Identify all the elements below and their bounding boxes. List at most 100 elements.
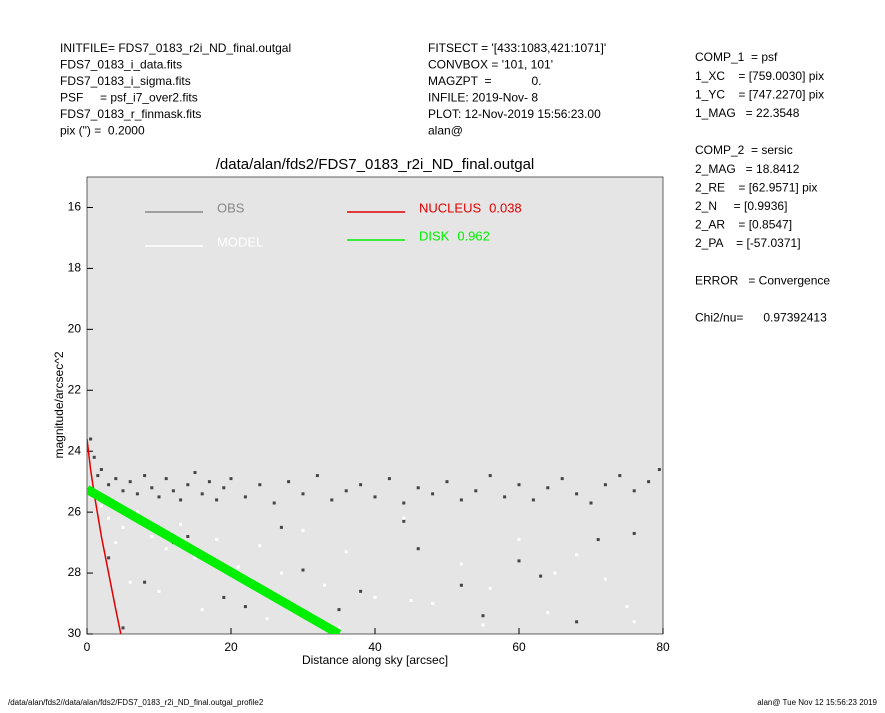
info-right-line: Chi2/nu= 0.97392413 [695, 311, 827, 325]
info-right-line: 2_RE = [62.9571] pix [695, 180, 817, 194]
plot-area [87, 437, 661, 634]
data-point [272, 501, 276, 505]
data-point [301, 568, 305, 572]
data-point [128, 580, 132, 584]
data-point [603, 483, 607, 487]
data-point [459, 583, 463, 587]
data-point [92, 455, 96, 459]
data-point [207, 480, 211, 484]
data-point [171, 489, 175, 493]
data-point [344, 550, 348, 554]
legend-fraction: 0.962 [457, 228, 490, 243]
info-right-line: 1_YC = [747.2270] pix [695, 87, 824, 101]
data-point [121, 626, 125, 630]
footer-right: alan@ Tue Nov 12 15:56:23 2019 [757, 698, 877, 707]
data-point [416, 486, 420, 490]
data-point [222, 595, 226, 599]
legend-label: NUCLEUS [419, 200, 481, 215]
data-point [107, 516, 111, 520]
x-axis-label: Distance along sky [arcsec] [302, 653, 448, 667]
data-point [193, 471, 197, 475]
data-point [99, 467, 103, 471]
y-tick-label: 16 [68, 200, 82, 214]
legend-fraction: 0.038 [489, 200, 522, 215]
y-tick-label: 24 [68, 443, 82, 457]
data-point [560, 477, 564, 481]
x-tick-label: 60 [512, 640, 526, 654]
info-mid-line: alan@ [428, 124, 463, 138]
data-point [215, 538, 219, 542]
y-tick-label: 30 [68, 626, 82, 640]
data-point [539, 574, 543, 578]
data-point [236, 565, 240, 569]
data-point [503, 495, 507, 499]
data-point [596, 538, 600, 542]
info-right-line: COMP_1 = psf [695, 50, 778, 64]
x-tick-label: 80 [656, 640, 670, 654]
info-left-line: FDS7_0183_i_sigma.fits [60, 74, 191, 88]
data-point [279, 571, 283, 575]
data-point [575, 620, 579, 624]
data-point [387, 477, 391, 481]
data-point [575, 492, 579, 496]
data-point [121, 489, 125, 493]
data-point [632, 531, 636, 535]
data-point [632, 620, 636, 624]
data-point [323, 583, 327, 587]
legend-label: MODEL [217, 234, 263, 249]
data-point [625, 605, 629, 609]
data-point [121, 525, 125, 529]
data-point [301, 528, 305, 532]
data-point [287, 480, 291, 484]
data-point [488, 474, 492, 478]
data-point [459, 562, 463, 566]
x-tick-label: 40 [368, 640, 382, 654]
info-left-line: INITFILE= FDS7_0183_r2i_ND_final.outgal [60, 41, 291, 55]
data-point [258, 544, 262, 548]
data-point [431, 492, 435, 496]
footer-left: /data/alan/fds2//data/alan/fds2/FDS7_018… [8, 698, 264, 707]
data-point [265, 617, 269, 621]
data-point [229, 477, 233, 481]
data-point [402, 519, 406, 523]
data-point [164, 547, 168, 551]
info-left-line: FDS7_0183_i_data.fits [60, 58, 182, 72]
legend-label: DISK [419, 228, 450, 243]
data-point [301, 492, 305, 496]
info-right-line: 2_N = [0.9936] [695, 199, 787, 213]
info-right-line: 1_MAG = 22.3548 [695, 106, 800, 120]
data-point [575, 553, 579, 557]
y-tick-label: 28 [68, 565, 82, 579]
data-point [445, 480, 449, 484]
x-tick-label: 0 [84, 640, 91, 654]
legend-label: OBS [217, 200, 245, 215]
data-point [373, 595, 377, 599]
data-point [135, 510, 139, 514]
data-point [481, 614, 485, 618]
data-point [546, 611, 550, 615]
data-point [402, 516, 406, 520]
data-point [373, 495, 377, 499]
data-point [488, 586, 492, 590]
data-point [344, 489, 348, 493]
info-right-line: 1_XC = [759.0030] pix [695, 69, 824, 83]
data-point [409, 598, 413, 602]
data-point [243, 605, 247, 609]
data-point [279, 525, 283, 529]
data-point [128, 480, 132, 484]
data-point [179, 522, 183, 526]
data-point [258, 483, 262, 487]
y-tick-label: 20 [68, 322, 82, 336]
data-point [416, 547, 420, 551]
info-right-line: 2_AR = [0.8547] [695, 218, 792, 232]
x-tick-label: 20 [224, 640, 238, 654]
info-left-line: pix (") = 0.2000 [60, 124, 145, 138]
info-right-line: ERROR = Convergence [695, 273, 830, 287]
info-left-line: FDS7_0183_r_finmask.fits [60, 107, 201, 121]
data-point [200, 608, 204, 612]
chart-title: /data/alan/fds2/FDS7_0183_r2i_ND_final.o… [216, 156, 535, 173]
data-point [632, 489, 636, 493]
data-point [186, 535, 190, 539]
info-mid-line: INFILE: 2019-Nov- 8 [428, 91, 538, 105]
